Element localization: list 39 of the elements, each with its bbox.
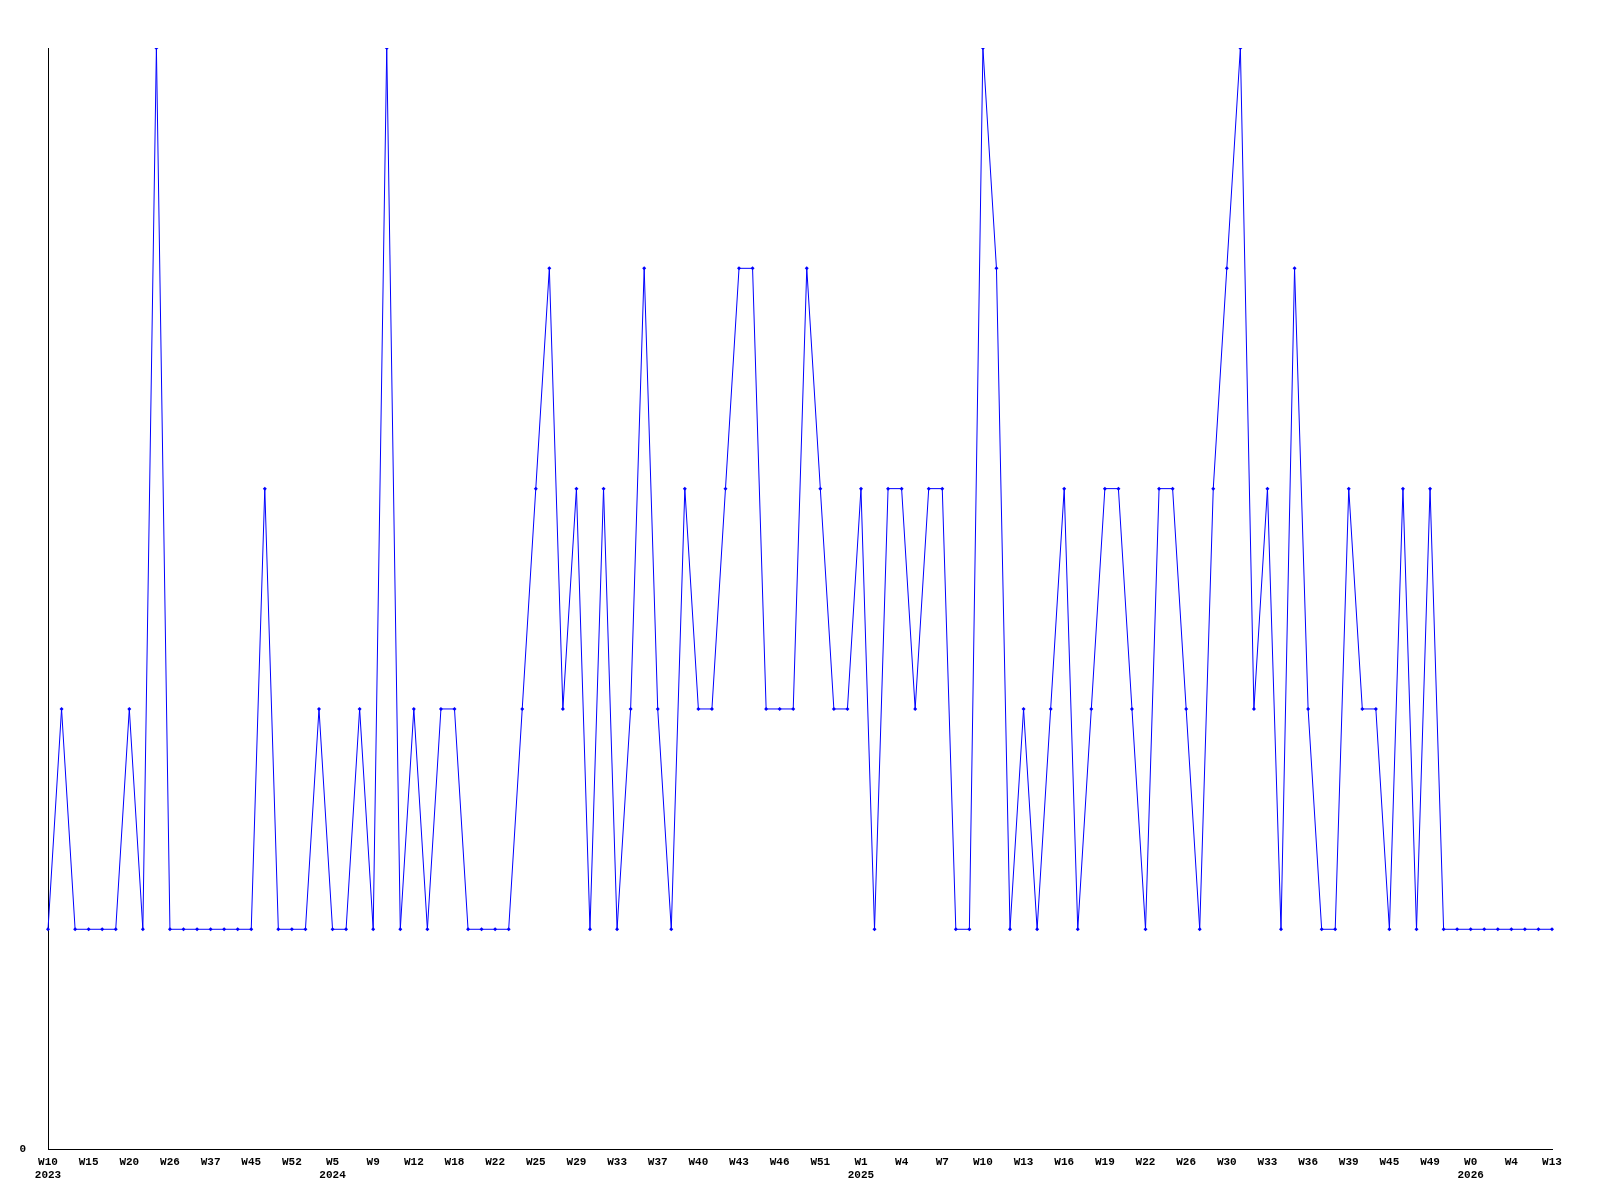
x-tick-label: W26 [1176,1155,1197,1168]
x-tick-label: W12 [403,1155,424,1168]
text: 0 [19,1143,26,1156]
x-tick-label: W45 [241,1155,262,1168]
x-tick-label: W4 [895,1155,909,1168]
x-tick-label: W13 [1013,1155,1034,1168]
x-tick-label: W1 2025 [847,1155,875,1182]
x-tick-label: W25 [525,1155,547,1168]
x-tick-label: W43 [729,1155,750,1168]
x-tick-label: W33 [607,1155,628,1168]
x-tick-label: W19 [1094,1155,1115,1168]
x-tick-label: W49 [1420,1155,1440,1168]
x-tick-label: W5 2024 [319,1155,347,1182]
x-tick-label: W46 [769,1155,790,1168]
x-tick-label: W37 [647,1155,668,1168]
x-tick-label: W33 [1257,1155,1278,1168]
x-tick-label: W13 [1542,1155,1563,1168]
x-tick-label: W26 [160,1155,180,1168]
x-tick-label: W16 [1054,1155,1075,1168]
x-tick-label: W4 [1504,1155,1519,1168]
x-tick-label: W29 [566,1155,587,1168]
x-tick-label: W39 [1338,1155,1359,1168]
x-tick-label: W20 [119,1155,140,1168]
x-tick-label: W22 [1135,1155,1156,1168]
x-tick-label: W0 2026 [1457,1155,1484,1182]
x-tick-label: W37 [200,1155,221,1168]
x-tick-label: W22 [485,1155,506,1168]
x-tick-label: W51 [810,1155,831,1168]
x-tick-label: W18 [444,1155,465,1168]
x-tick-label: W15 [78,1155,99,1168]
x-tick-label: W7 [935,1155,949,1168]
x-tick-label: W9 [366,1155,380,1168]
x-tick-label: W40 [688,1155,709,1168]
x-tick-label: W52 [281,1155,302,1168]
x-tick-label: W36 [1298,1155,1319,1168]
x-tick-label: W10 [973,1155,993,1168]
x-tick-label: W45 [1379,1155,1400,1168]
x-tick-label: W30 [1216,1155,1237,1168]
x-tick-label: W10 2023 [34,1155,62,1182]
